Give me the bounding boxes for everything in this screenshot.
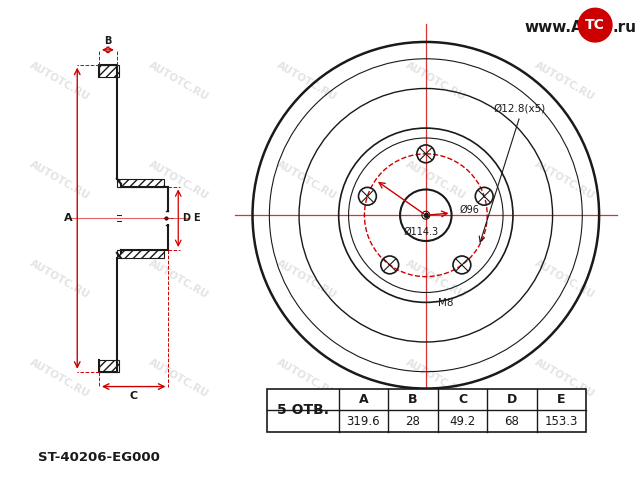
Text: www.Auto: www.Auto — [525, 20, 612, 35]
Text: 68: 68 — [504, 415, 520, 428]
Text: AUTOTC.RU: AUTOTC.RU — [404, 60, 467, 103]
Text: AUTOTC.RU: AUTOTC.RU — [28, 60, 91, 103]
Text: A: A — [63, 213, 72, 223]
Text: AUTOTC.RU: AUTOTC.RU — [147, 159, 210, 202]
Text: 153.3: 153.3 — [545, 415, 578, 428]
Circle shape — [579, 8, 612, 42]
Text: B: B — [104, 36, 111, 46]
Text: AUTOTC.RU: AUTOTC.RU — [275, 358, 339, 400]
Text: .ru: .ru — [613, 20, 637, 35]
Bar — [99, 360, 119, 372]
Text: AUTOTC.RU: AUTOTC.RU — [28, 159, 91, 202]
Text: AUTOTC.RU: AUTOTC.RU — [147, 358, 210, 400]
Text: AUTOTC.RU: AUTOTC.RU — [532, 159, 596, 202]
Text: D: D — [182, 213, 190, 223]
Text: ST-40206-EG000: ST-40206-EG000 — [38, 451, 160, 464]
Text: Ø96: Ø96 — [460, 204, 479, 214]
Text: TC: TC — [585, 18, 605, 32]
Text: AUTOTC.RU: AUTOTC.RU — [147, 258, 210, 301]
Text: AUTOTC.RU: AUTOTC.RU — [532, 258, 596, 301]
Bar — [99, 65, 119, 77]
Text: AUTOTC.RU: AUTOTC.RU — [28, 358, 91, 400]
Text: AUTOTC.RU: AUTOTC.RU — [275, 60, 339, 103]
Bar — [117, 250, 164, 258]
Text: 5 ОТВ.: 5 ОТВ. — [277, 403, 329, 417]
Text: B: B — [408, 393, 418, 406]
Text: AUTOTC.RU: AUTOTC.RU — [404, 159, 467, 202]
Text: 49.2: 49.2 — [449, 415, 476, 428]
Text: AUTOTC.RU: AUTOTC.RU — [275, 258, 339, 301]
Text: AUTOTC.RU: AUTOTC.RU — [532, 60, 596, 103]
Text: 319.6: 319.6 — [347, 415, 380, 428]
Text: AUTOTC.RU: AUTOTC.RU — [532, 358, 596, 400]
Bar — [117, 179, 164, 187]
Text: AUTOTC.RU: AUTOTC.RU — [404, 258, 467, 301]
Text: AUTOTC.RU: AUTOTC.RU — [275, 159, 339, 202]
Text: A: A — [358, 393, 368, 406]
Text: E: E — [193, 213, 200, 223]
Text: AUTOTC.RU: AUTOTC.RU — [28, 258, 91, 301]
Text: E: E — [557, 393, 566, 406]
Text: AUTOTC.RU: AUTOTC.RU — [147, 60, 210, 103]
Text: M8: M8 — [438, 299, 453, 309]
Text: 28: 28 — [406, 415, 420, 428]
Text: Ø12.8(x5): Ø12.8(x5) — [494, 103, 546, 113]
Text: C: C — [458, 393, 467, 406]
Text: D: D — [507, 393, 517, 406]
Text: Ø114.3: Ø114.3 — [403, 227, 438, 237]
Text: AUTOTC.RU: AUTOTC.RU — [404, 358, 467, 400]
Bar — [268, 388, 586, 432]
Text: C: C — [130, 391, 138, 400]
